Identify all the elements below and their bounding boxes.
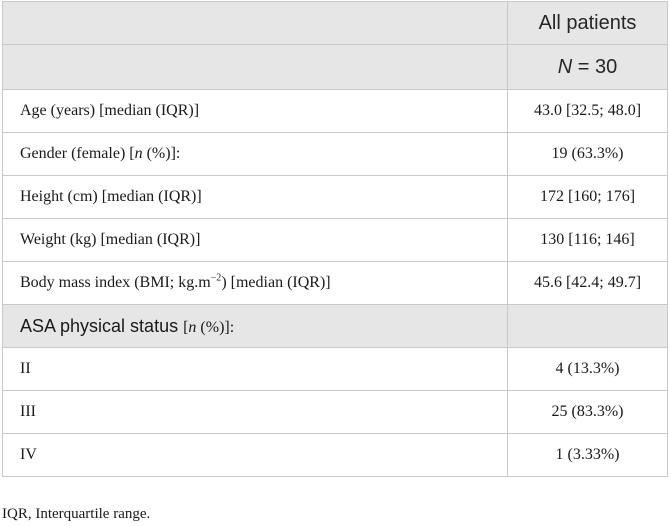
label-text: Gender (female) [ [20, 145, 135, 162]
label-superscript: −2 [210, 272, 222, 284]
n-value: = 30 [572, 55, 618, 78]
section-label-text: ASA physical status [20, 315, 184, 336]
label-n: n [134, 145, 143, 162]
row-value: 172 [160; 176] [507, 175, 668, 219]
section-label-n: n [188, 318, 197, 336]
section-header-row: ASA physical status [n (%)]: [2, 304, 668, 348]
header-row-n: N = 30 [2, 44, 668, 90]
row-label: II [2, 347, 508, 391]
section-label: ASA physical status [n (%)]: [2, 304, 508, 348]
table-row: Age (years) [median (IQR)] 43.0 [32.5; 4… [2, 89, 668, 133]
row-label: Height (cm) [median (IQR)] [2, 175, 508, 219]
row-value: 45.6 [42.4; 49.7] [507, 261, 668, 305]
section-label-text: (%)]: [196, 318, 235, 336]
header-row-group: All patients [2, 1, 668, 45]
row-label: Body mass index (BMI; kg.m−2) [median (I… [2, 261, 508, 305]
table-row: IV 1 (3.33%) [2, 433, 668, 477]
header-empty-cell [2, 44, 508, 90]
row-label: Weight (kg) [median (IQR)] [2, 218, 508, 262]
table-footnote: IQR, Interquartile range. [2, 506, 151, 522]
patient-characteristics-table: All patients N = 30 Age (years) [median … [2, 1, 668, 477]
row-label: IV [2, 433, 508, 477]
label-text: (%)]: [142, 145, 181, 162]
label-text: ) [median (IQR)] [221, 274, 331, 291]
table-row: II 4 (13.3%) [2, 347, 668, 391]
row-value: 1 (3.33%) [507, 433, 668, 477]
row-value: 43.0 [32.5; 48.0] [507, 89, 668, 133]
table-row: Body mass index (BMI; kg.m−2) [median (I… [2, 261, 668, 305]
label-text: Body mass index (BMI; kg.m [20, 274, 211, 291]
header-n-count: N = 30 [507, 44, 668, 90]
row-value: 25 (83.3%) [507, 390, 668, 434]
section-label-text: [ [183, 318, 189, 336]
row-value: 130 [116; 146] [507, 218, 668, 262]
table-row: Weight (kg) [median (IQR)] 130 [116; 146… [2, 218, 668, 262]
n-symbol: N [557, 55, 573, 78]
row-value: 19 (63.3%) [507, 132, 668, 176]
header-group-label: All patients [507, 1, 668, 45]
table-row: Gender (female) [n (%)]: 19 (63.3%) [2, 132, 668, 176]
row-label: Age (years) [median (IQR)] [2, 89, 508, 133]
header-empty-cell [2, 1, 508, 45]
row-value: 4 (13.3%) [507, 347, 668, 391]
table-row: III 25 (83.3%) [2, 390, 668, 434]
section-empty-cell [507, 304, 668, 348]
table-row: Height (cm) [median (IQR)] 172 [160; 176… [2, 175, 668, 219]
row-label: Gender (female) [n (%)]: [2, 132, 508, 176]
row-label: III [2, 390, 508, 434]
